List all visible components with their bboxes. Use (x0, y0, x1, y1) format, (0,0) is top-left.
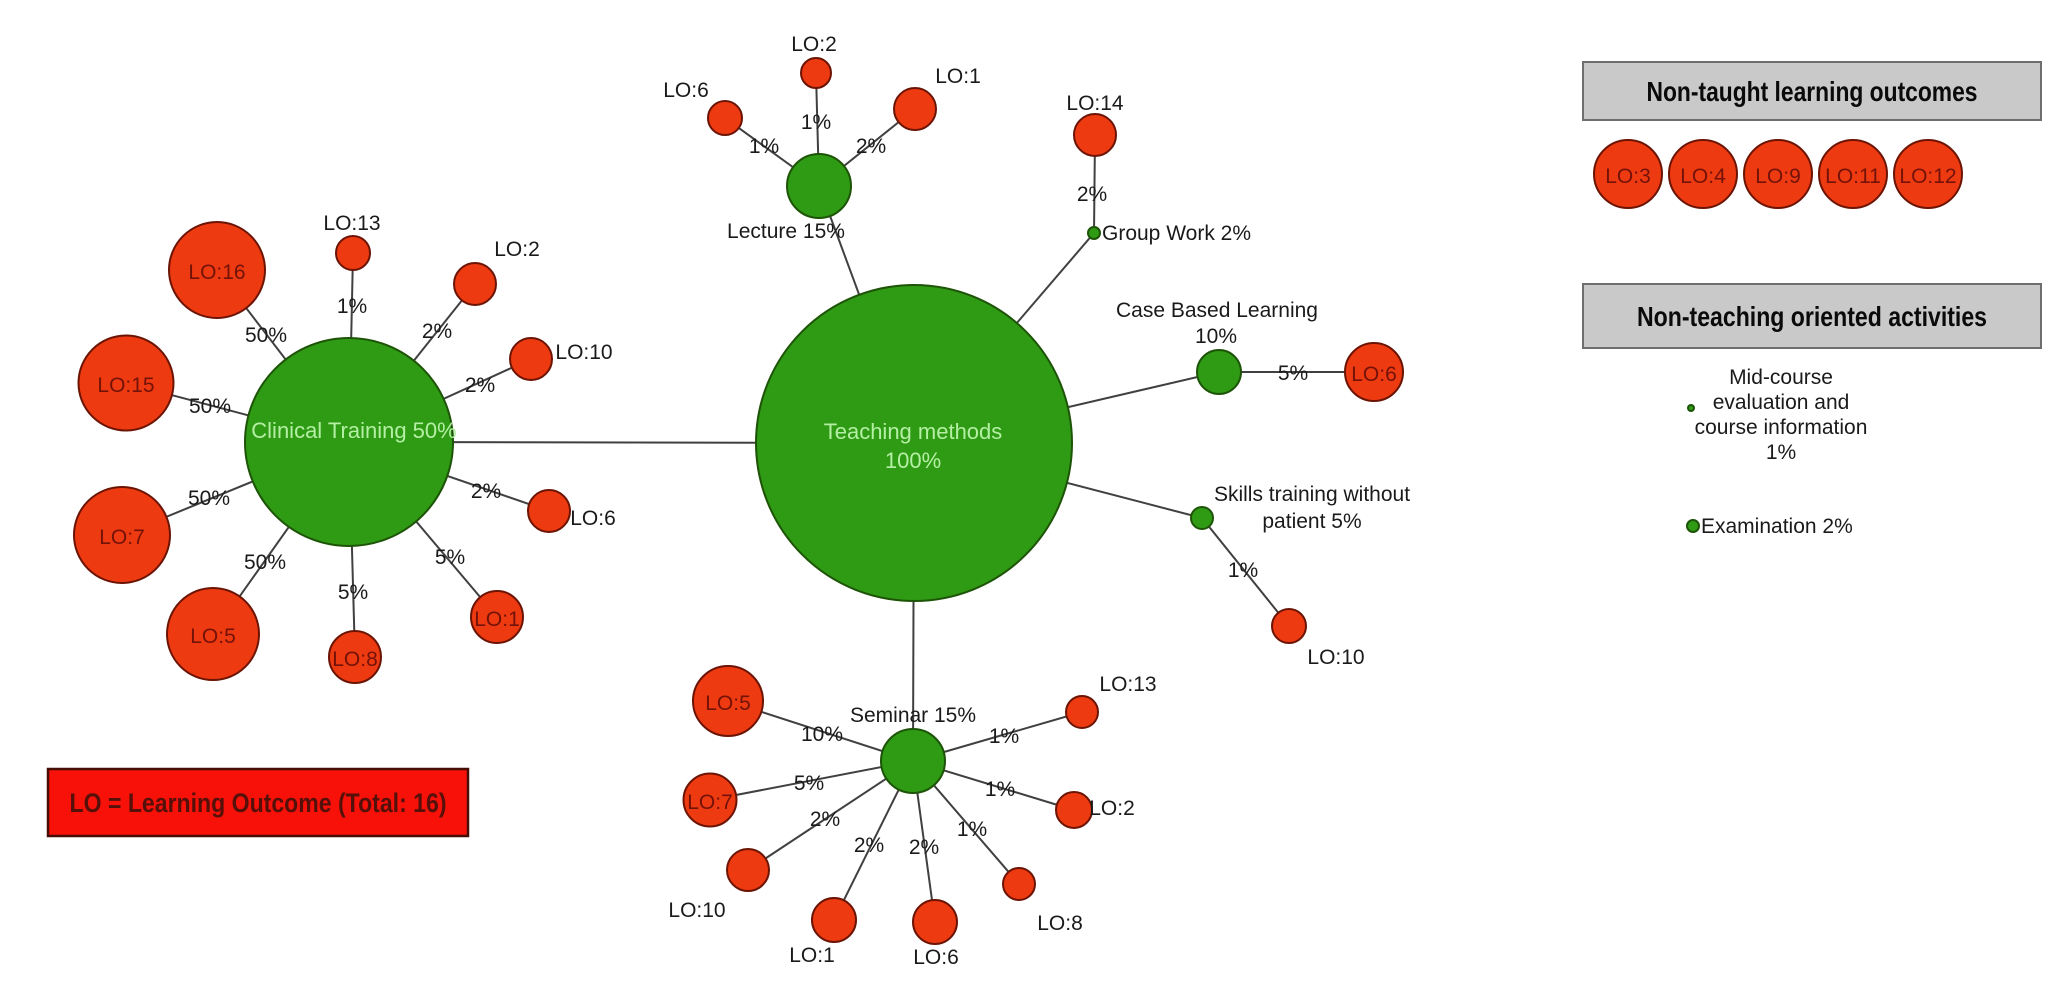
svg-text:LO:10: LO:10 (1307, 646, 1364, 669)
svg-text:2%: 2% (909, 836, 939, 859)
svg-text:LO:7: LO:7 (687, 791, 733, 814)
svg-text:LO:4: LO:4 (1680, 165, 1726, 188)
svg-text:1%: 1% (985, 778, 1015, 801)
svg-text:LO:10: LO:10 (668, 899, 725, 922)
svg-text:LO:8: LO:8 (1037, 912, 1083, 935)
svg-text:patient 5%: patient 5% (1262, 510, 1361, 533)
svg-text:LO:2: LO:2 (791, 33, 837, 56)
svg-text:LO:11: LO:11 (1825, 165, 1881, 188)
svg-text:10%: 10% (1195, 325, 1237, 348)
svg-text:LO:5: LO:5 (705, 692, 751, 715)
svg-text:1%: 1% (1766, 441, 1796, 464)
svg-text:5%: 5% (1278, 362, 1308, 385)
svg-text:2%: 2% (1077, 183, 1107, 206)
svg-text:LO:6: LO:6 (913, 946, 959, 969)
svg-text:1%: 1% (801, 111, 831, 134)
svg-text:LO = Learning Outcome (Total:: LO = Learning Outcome (Total: 16) (70, 788, 447, 818)
svg-text:50%: 50% (189, 395, 231, 418)
svg-text:Non-teaching oriented activiti: Non-teaching oriented activities (1637, 301, 1987, 332)
svg-text:LO:7: LO:7 (99, 526, 145, 549)
svg-text:1%: 1% (1228, 559, 1258, 582)
svg-text:LO:8: LO:8 (332, 648, 378, 671)
svg-text:LO:3: LO:3 (1605, 165, 1651, 188)
svg-text:Teaching methods: Teaching methods (824, 419, 1003, 444)
svg-text:1%: 1% (957, 818, 987, 841)
svg-text:LO:1: LO:1 (474, 608, 520, 631)
svg-text:100%: 100% (885, 448, 941, 473)
svg-text:LO:1: LO:1 (789, 944, 835, 967)
svg-text:LO:2: LO:2 (494, 238, 540, 261)
svg-text:2%: 2% (854, 834, 884, 857)
svg-text:50%: 50% (188, 487, 230, 510)
svg-text:course information: course information (1695, 416, 1868, 439)
svg-text:LO:2: LO:2 (1089, 797, 1135, 820)
svg-text:1%: 1% (337, 295, 367, 318)
svg-text:LO:16: LO:16 (188, 261, 245, 284)
svg-text:Mid-course: Mid-course (1729, 366, 1833, 389)
svg-text:LO:10: LO:10 (555, 341, 612, 364)
svg-text:LO:15: LO:15 (97, 374, 154, 397)
svg-text:LO:5: LO:5 (190, 625, 236, 648)
svg-text:50%: 50% (244, 551, 286, 574)
svg-text:2%: 2% (856, 135, 886, 158)
svg-text:Case Based Learning: Case Based Learning (1116, 299, 1318, 322)
svg-text:LO:6: LO:6 (570, 507, 616, 530)
svg-text:LO:6: LO:6 (663, 79, 709, 102)
svg-text:LO:12: LO:12 (1899, 165, 1956, 188)
svg-text:LO:14: LO:14 (1066, 92, 1124, 115)
svg-text:Non-taught learning outcomes: Non-taught learning outcomes (1647, 76, 1978, 107)
svg-text:50%: 50% (245, 324, 287, 347)
svg-text:Clinical Training 50%: Clinical Training 50% (251, 418, 456, 443)
svg-text:2%: 2% (471, 480, 501, 503)
svg-text:LO:13: LO:13 (1099, 673, 1156, 696)
svg-text:5%: 5% (794, 772, 824, 795)
svg-text:1%: 1% (749, 135, 779, 158)
svg-text:2%: 2% (465, 374, 495, 397)
svg-text:Lecture 15%: Lecture 15% (727, 220, 845, 243)
svg-text:Seminar 15%: Seminar 15% (850, 704, 976, 727)
svg-text:1%: 1% (989, 725, 1019, 748)
svg-text:Skills training without: Skills training without (1214, 483, 1410, 506)
svg-text:LO:13: LO:13 (323, 212, 380, 235)
svg-text:evaluation and: evaluation and (1713, 391, 1850, 414)
svg-text:10%: 10% (801, 723, 843, 746)
svg-text:5%: 5% (435, 546, 465, 569)
svg-text:2%: 2% (810, 808, 840, 831)
svg-text:Examination 2%: Examination 2% (1701, 515, 1853, 538)
svg-text:5%: 5% (338, 581, 368, 604)
svg-text:LO:6: LO:6 (1351, 363, 1397, 386)
svg-text:Group Work 2%: Group Work 2% (1102, 222, 1251, 245)
svg-text:LO:9: LO:9 (1755, 165, 1801, 188)
svg-text:LO:1: LO:1 (935, 65, 981, 88)
svg-text:2%: 2% (422, 320, 452, 343)
